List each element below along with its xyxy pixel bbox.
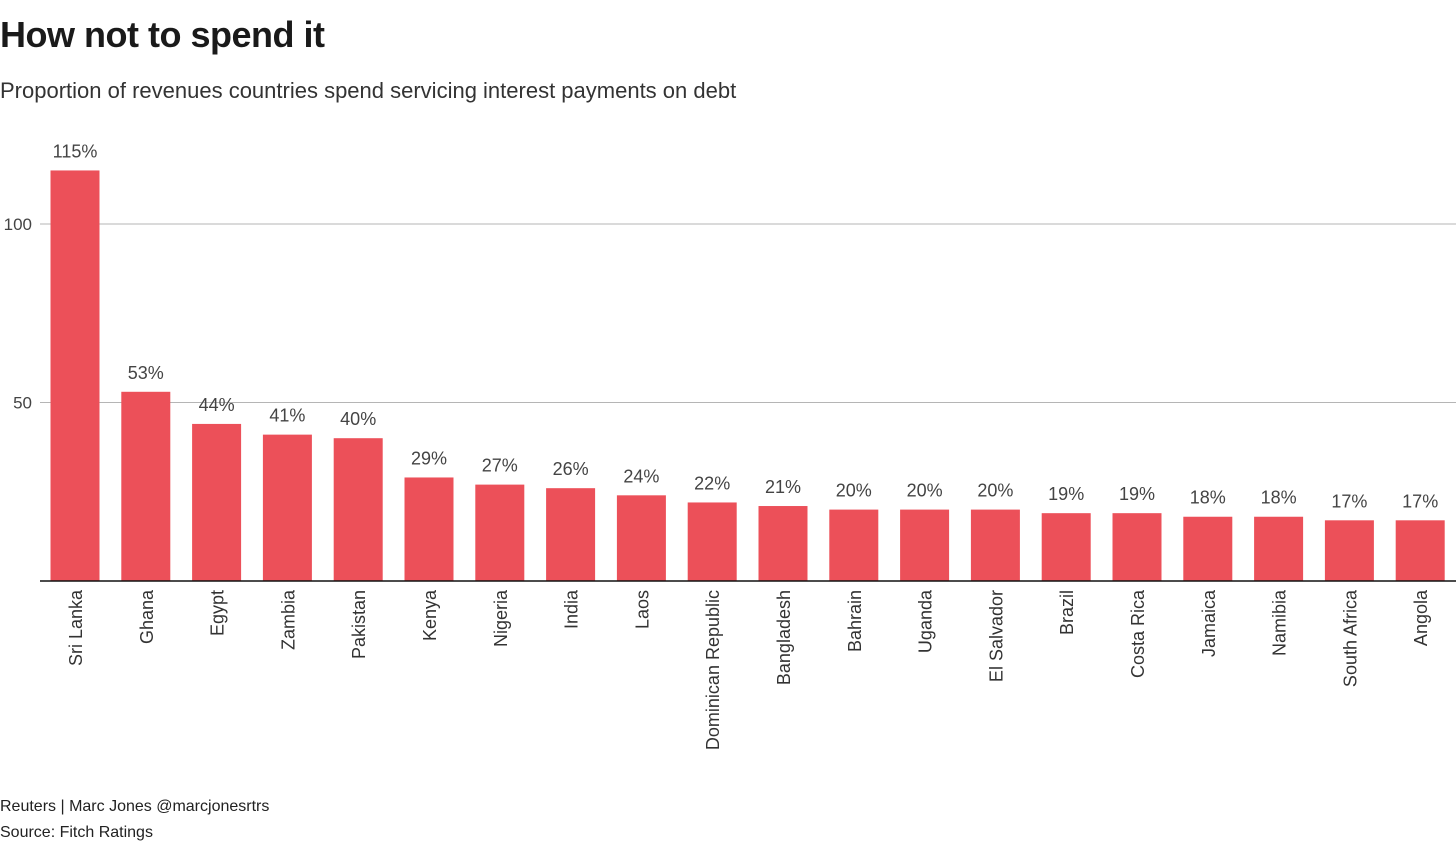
x-tick-label-laos: Laos [632,590,652,629]
bar-zambia [262,434,312,581]
x-tick-label-bangladesh: Bangladesh [774,590,794,685]
x-tick-label-jamaica: Jamaica [1199,589,1219,657]
data-label-pakistan: 40% [340,409,376,429]
x-tick-label-el-salvador: El Salvador [986,590,1006,682]
bar-nigeria [475,484,525,581]
y-tick-label-100: 100 [4,215,32,234]
x-axis-labels: Sri Lanka Ghana Egypt Zambia Pakistan Kenya Ni… [66,589,1431,750]
x-tick-label-india: India [562,589,582,629]
data-label-jamaica: 18% [1190,488,1226,508]
data-label-laos: 24% [623,466,659,486]
data-label-el-salvador: 20% [977,481,1013,501]
x-tick-label-dominican-republic: Dominican Republic [703,590,723,750]
data-label-zambia: 41% [269,406,305,426]
bar-bahrain [829,509,879,581]
x-tick-label-angola: Angola [1411,589,1431,646]
bar-sri-lanka [50,170,100,581]
data-label-south-africa: 17% [1331,491,1367,511]
data-label-bangladesh: 21% [765,477,801,497]
data-label-angola: 17% [1402,491,1438,511]
x-tick-label-nigeria: Nigeria [491,589,511,647]
bar-chart: 50 100 115% 53% 44% 41% 40% 29% 27% 26% 24% 22% 21%… [4,141,1456,750]
x-tick-label-zambia: Zambia [278,589,298,650]
bar-pakistan [333,438,383,581]
x-tick-label-uganda: Uganda [916,589,936,653]
bar-namibia [1254,516,1304,581]
bar-south-africa [1324,520,1374,581]
data-label-ghana: 53% [128,363,164,383]
chart-title: How not to spend it [0,14,325,55]
footer-source: Source: Fitch Ratings [0,824,153,841]
y-axis-ticks: 50 100 [4,215,32,413]
x-tick-label-sri-lanka: Sri Lanka [66,589,86,666]
data-label-india: 26% [553,459,589,479]
data-label-brazil: 19% [1048,484,1084,504]
bar-laos [616,495,666,581]
data-label-nigeria: 27% [482,456,518,476]
x-tick-label-costa-rica: Costa Rica [1128,589,1148,678]
data-label-egypt: 44% [199,395,235,415]
data-label-uganda: 20% [907,481,943,501]
bars [50,170,1445,581]
x-tick-label-egypt: Egypt [208,590,228,636]
x-tick-label-pakistan: Pakistan [349,590,369,659]
data-label-namibia: 18% [1261,488,1297,508]
bar-angola [1395,520,1445,581]
x-tick-label-south-africa: South Africa [1340,589,1360,687]
gridlines [40,223,1456,403]
footer-credit: Reuters | Marc Jones @marcjonesrtrs [0,798,270,815]
bar-uganda [900,509,950,581]
data-label-kenya: 29% [411,448,447,468]
bar-brazil [1041,513,1091,581]
chart-subtitle: Proportion of revenues countries spend s… [0,78,737,103]
x-tick-label-namibia: Namibia [1270,589,1290,656]
bar-dominican-republic [687,502,737,581]
bar-india [546,488,596,581]
x-tick-label-brazil: Brazil [1057,590,1077,635]
y-tick-label-50: 50 [13,394,32,413]
bar-el-salvador [970,509,1020,581]
bar-kenya [404,477,454,581]
bar-costa-rica [1112,513,1162,581]
data-labels: 115% 53% 44% 41% 40% 29% 27% 26% 24% 22% 21% 20% 20%… [53,141,1439,511]
bar-bangladesh [758,506,808,581]
x-tick-label-kenya: Kenya [420,589,440,641]
data-label-bahrain: 20% [836,481,872,501]
data-label-dominican-republic: 22% [694,473,730,493]
data-label-sri-lanka: 115% [53,141,98,161]
bar-egypt [192,423,242,581]
x-tick-label-bahrain: Bahrain [845,590,865,652]
bar-ghana [121,391,171,581]
x-tick-label-ghana: Ghana [137,589,157,644]
data-label-costa-rica: 19% [1119,484,1155,504]
bar-jamaica [1183,516,1233,581]
